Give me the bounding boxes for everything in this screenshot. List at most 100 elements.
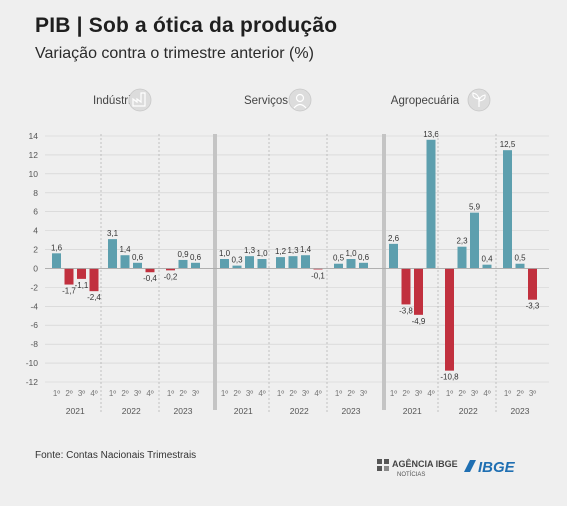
ibge-logo: IBGE [464, 459, 516, 476]
gdp-bar-chart: 14 12 10 8 6 4 2 0 -2 -4 -6 -8 -10 -12 Indústria 1,6 1º -… [26, 88, 549, 416]
logo-square [384, 466, 389, 471]
y-tick-label: 10 [29, 169, 39, 179]
bar [457, 246, 467, 269]
y-tick-label: 12 [29, 150, 39, 160]
page-title: PIB | Sob a ótica da produção [35, 14, 338, 37]
bar-value-label: 2,3 [456, 237, 468, 246]
bar [515, 263, 525, 269]
bar-value-label: 0,3 [231, 256, 243, 265]
bar-value-label: 1,0 [345, 249, 357, 258]
quarter-label: 1º [167, 389, 174, 398]
bar-value-label: 0,6 [358, 253, 370, 262]
bar [89, 268, 99, 292]
quarter-label: 3º [134, 389, 141, 398]
quarter-label: 3º [471, 389, 478, 398]
year-label: 2023 [174, 406, 193, 416]
bar-value-label: -0,2 [164, 272, 178, 281]
bar [276, 257, 285, 269]
bar [191, 262, 200, 269]
year-label: 2021 [66, 406, 85, 416]
year-label: 2023 [511, 406, 530, 416]
bar-value-label: 1,4 [300, 245, 312, 254]
ibge-logo-text: IBGE [478, 459, 516, 476]
bar-value-label: -1,7 [62, 287, 76, 296]
quarter-label: 3º [78, 389, 85, 398]
quarter-label: 1º [335, 389, 342, 398]
y-tick-label: 6 [33, 207, 38, 217]
quarter-label: 1º [446, 389, 453, 398]
bar-value-label: -1,1 [75, 281, 89, 290]
quarter-label: 1º [277, 389, 284, 398]
group-label: Indústria [93, 95, 138, 107]
quarter-label: 2º [516, 389, 523, 398]
year-label: 2021 [234, 406, 253, 416]
bar [108, 239, 117, 269]
bar [313, 268, 323, 270]
bar [301, 255, 310, 269]
plant-icon-leaf [478, 94, 486, 102]
bar [288, 256, 298, 269]
bar [145, 268, 155, 273]
worker-icon [288, 88, 312, 112]
bar [503, 150, 512, 269]
bar-value-label: 5,9 [469, 203, 481, 212]
bar [482, 264, 492, 269]
bar [64, 268, 74, 285]
y-tick-label: 0 [33, 263, 38, 273]
quarter-label: 3º [192, 389, 199, 398]
logo-square [384, 459, 389, 464]
y-tick-label: -12 [26, 377, 39, 387]
bar [77, 268, 86, 279]
quarter-label: 1º [390, 389, 397, 398]
bar [359, 262, 368, 269]
quarter-label: 2º [458, 389, 465, 398]
bar-value-label: 1,0 [256, 249, 268, 258]
bar [346, 259, 356, 269]
quarter-label: 3º [302, 389, 309, 398]
bar-value-label: -0,4 [143, 274, 157, 283]
y-tick-label: -6 [30, 320, 38, 330]
year-label: 2022 [459, 406, 478, 416]
bar [178, 259, 188, 269]
y-tick-label: -10 [26, 358, 39, 368]
ibge-logo-mark [464, 460, 476, 472]
agencia-logo-text: AGÊNCIA IBGE [392, 458, 458, 469]
bar [528, 268, 537, 300]
group-separator [382, 134, 386, 410]
source-note: Fonte: Contas Nacionais Trimestrais [35, 450, 197, 461]
group-label: Serviços [244, 95, 288, 107]
y-tick-label: -4 [30, 301, 38, 311]
bar-value-label: 3,1 [107, 229, 119, 238]
quarter-label: 2º [179, 389, 186, 398]
bar [334, 263, 343, 269]
bar [245, 256, 254, 269]
year-label: 2023 [342, 406, 361, 416]
quarter-label: 1º [53, 389, 60, 398]
bar [166, 268, 175, 271]
bar [52, 253, 61, 269]
bar-value-label: 2,6 [388, 234, 400, 243]
bar-value-label: 1,2 [275, 247, 287, 256]
bar-value-label: 0,6 [190, 253, 202, 262]
bar [120, 255, 130, 269]
bar-value-label: -4,9 [412, 317, 426, 326]
bar [401, 268, 411, 305]
quarter-label: 1º [504, 389, 511, 398]
bar-value-label: -10,8 [440, 373, 459, 382]
quarter-label: 2º [121, 389, 128, 398]
quarter-label: 3º [246, 389, 253, 398]
quarter-label: 2º [289, 389, 296, 398]
agencia-ibge-logo: AGÊNCIA IBGE NOTÍCIAS [377, 458, 458, 478]
bar-value-label: -0,1 [311, 271, 325, 280]
bar-value-label: 1,4 [119, 245, 131, 254]
bar-value-label: 1,3 [287, 246, 299, 255]
quarter-label: 4º [258, 389, 265, 398]
worker-icon-body [293, 103, 307, 109]
bar-value-label: -3,8 [399, 306, 413, 315]
quarter-label: 4º [146, 389, 153, 398]
bar [445, 268, 454, 371]
quarter-label: 3º [415, 389, 422, 398]
quarter-label: 3º [360, 389, 367, 398]
year-label: 2021 [403, 406, 422, 416]
